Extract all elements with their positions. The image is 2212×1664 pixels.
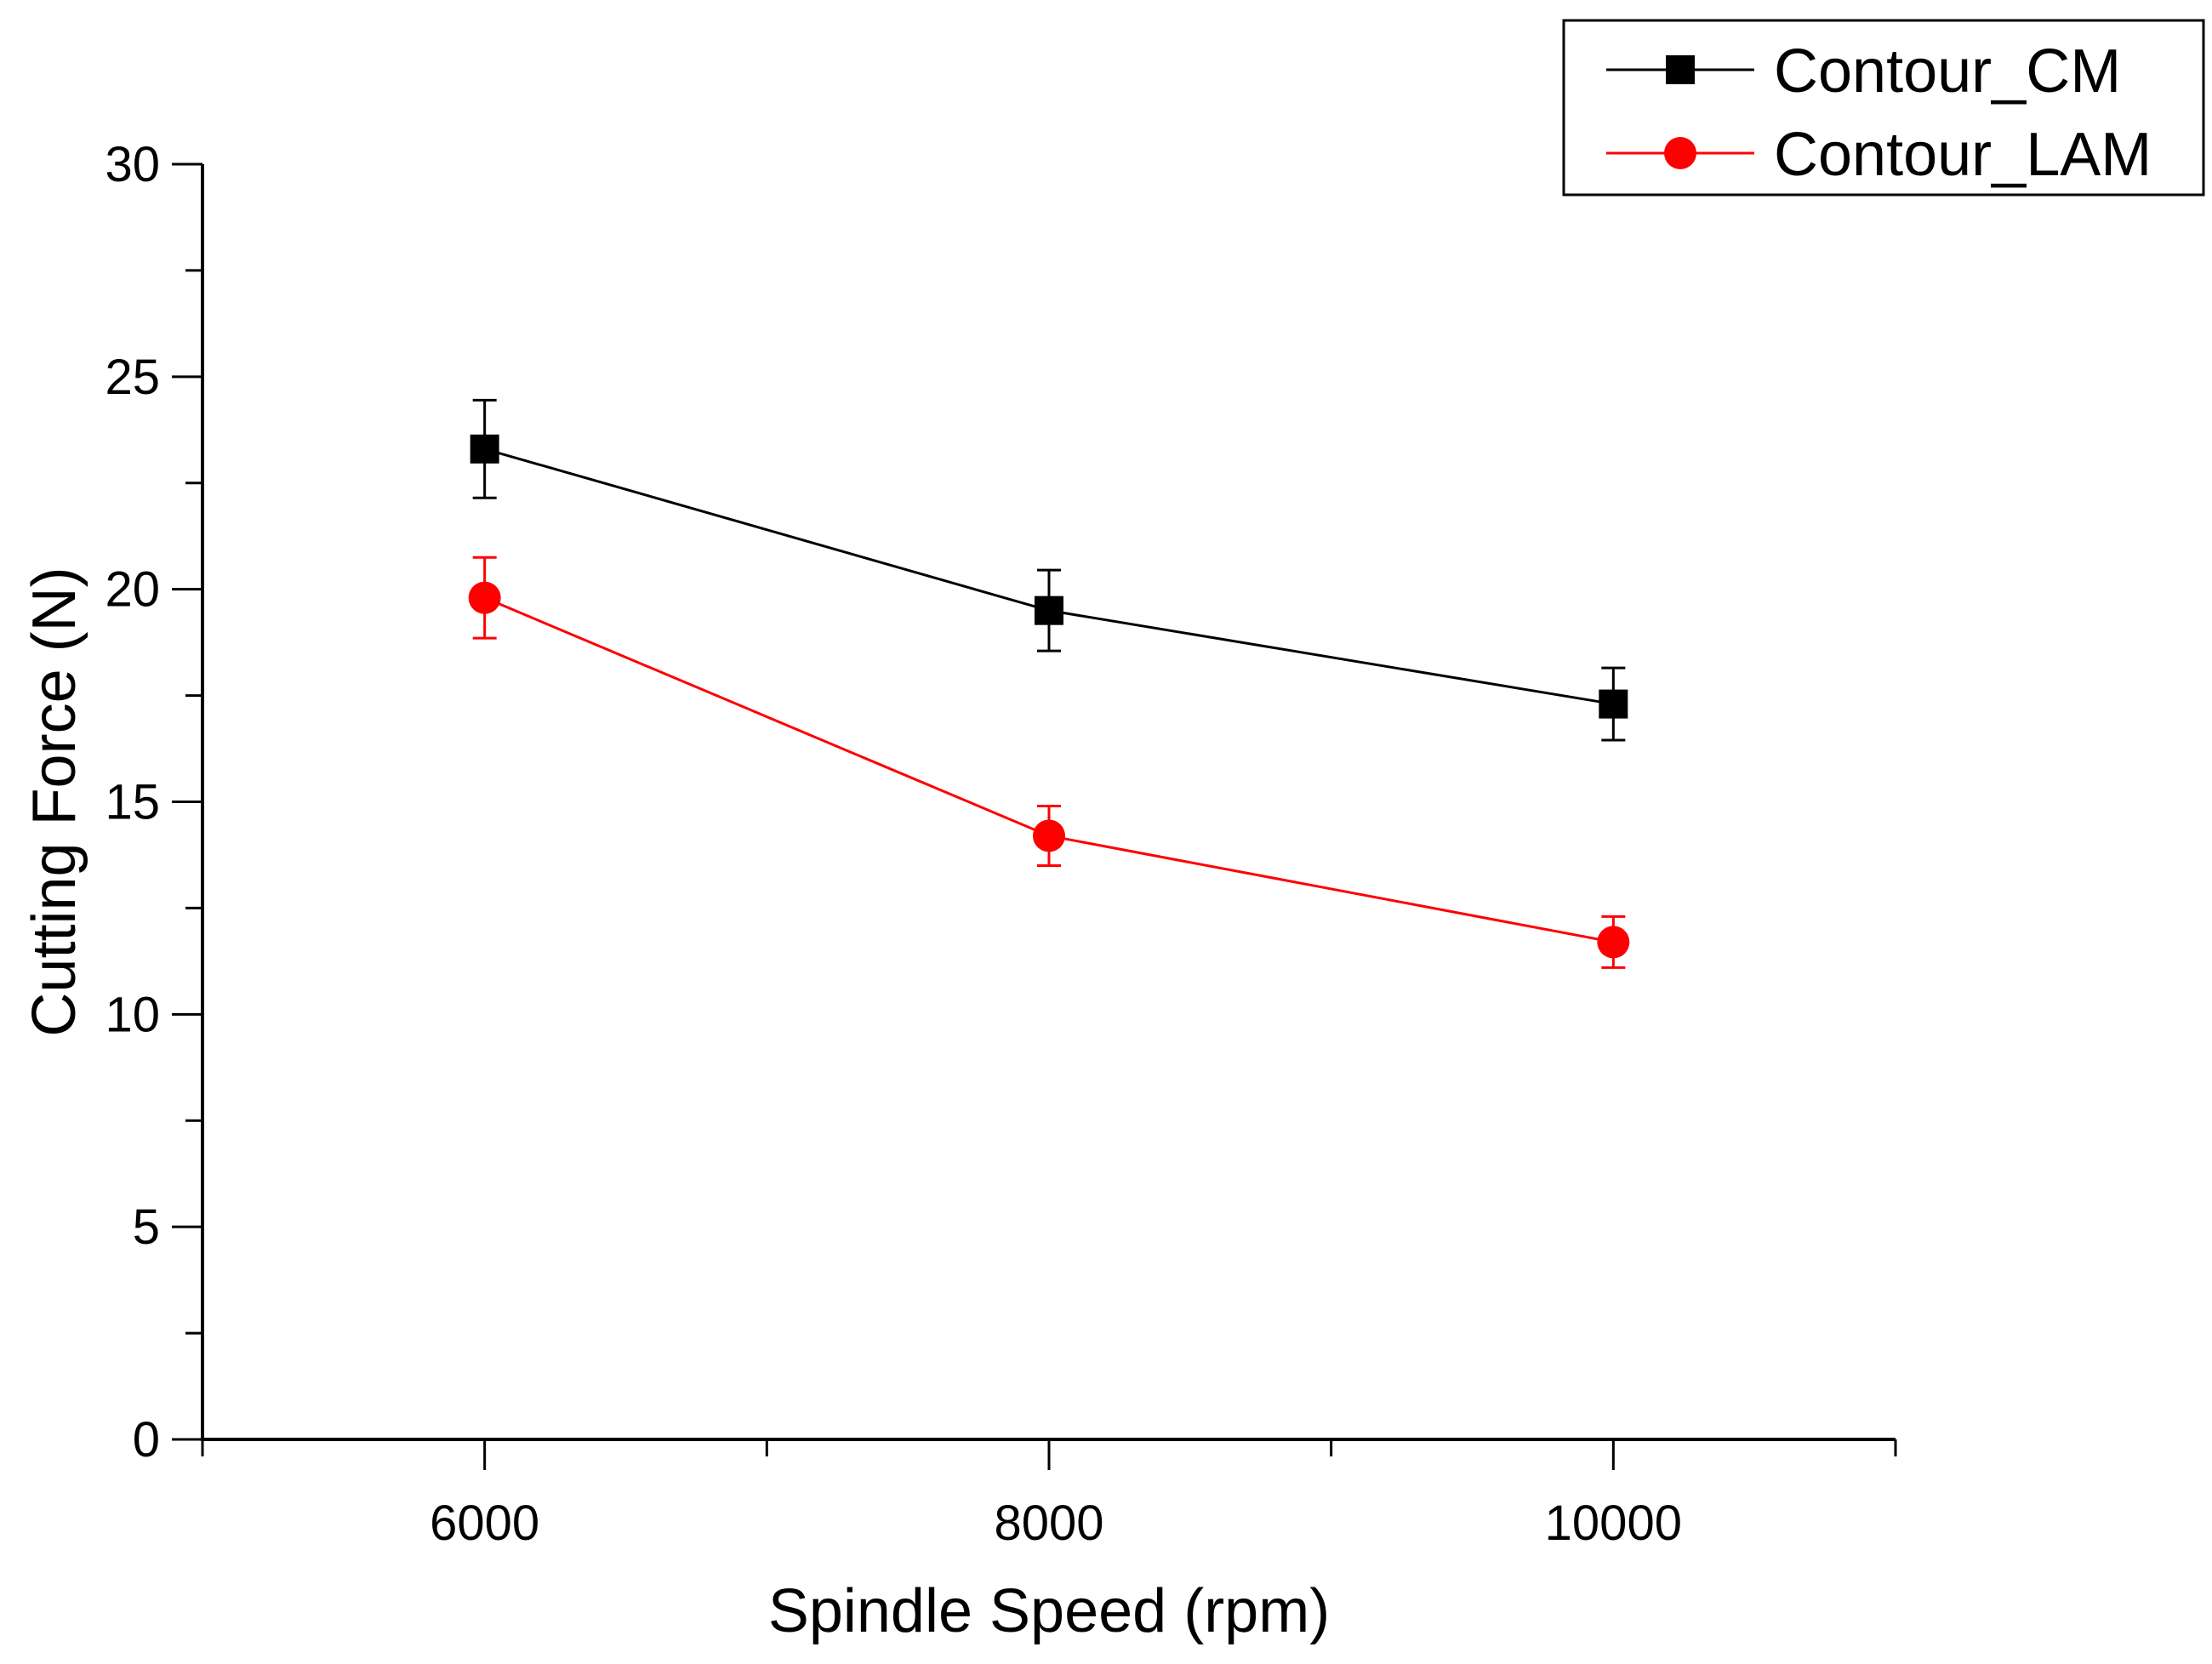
data-point	[470, 434, 499, 464]
y-tick-label: 15	[105, 775, 160, 830]
data-point	[1597, 926, 1630, 959]
legend-label-contour-cm: Contour_CM	[1774, 37, 2121, 105]
y-tick-label: 25	[105, 350, 160, 405]
data-point	[468, 581, 501, 614]
legend-marker-contour-cm	[1666, 55, 1695, 84]
y-tick-label: 10	[105, 987, 160, 1042]
x-ticks: 6000 8000 10000	[201, 1439, 1897, 1551]
y-axis-title: Cutting Force (N)	[20, 567, 88, 1036]
x-axis-title: Spindle Speed (rpm)	[768, 1577, 1330, 1645]
y-tick-label: 30	[105, 137, 160, 192]
legend-label-contour-lam: Contour_LAM	[1774, 121, 2152, 189]
data-point	[1033, 819, 1065, 852]
legend-marker-contour-lam	[1664, 137, 1696, 169]
y-tick-label: 20	[105, 562, 160, 618]
legend: Contour_CM Contour_LAM	[1562, 19, 2205, 197]
y-tick-label: 0	[133, 1412, 160, 1467]
data-point	[1599, 689, 1628, 719]
x-tick-label: 10000	[1545, 1496, 1682, 1551]
series-contour-cm	[470, 398, 1628, 742]
y-tick-label: 5	[133, 1200, 160, 1255]
x-tick-label: 8000	[994, 1496, 1103, 1551]
series-contour-lam	[468, 556, 1630, 969]
y-ticks: 0 5 10 15 20 25 30	[105, 137, 202, 1467]
data-point	[1035, 596, 1063, 625]
series-layer	[468, 398, 1630, 969]
axes	[201, 164, 1896, 1441]
x-tick-label: 6000	[430, 1496, 539, 1551]
